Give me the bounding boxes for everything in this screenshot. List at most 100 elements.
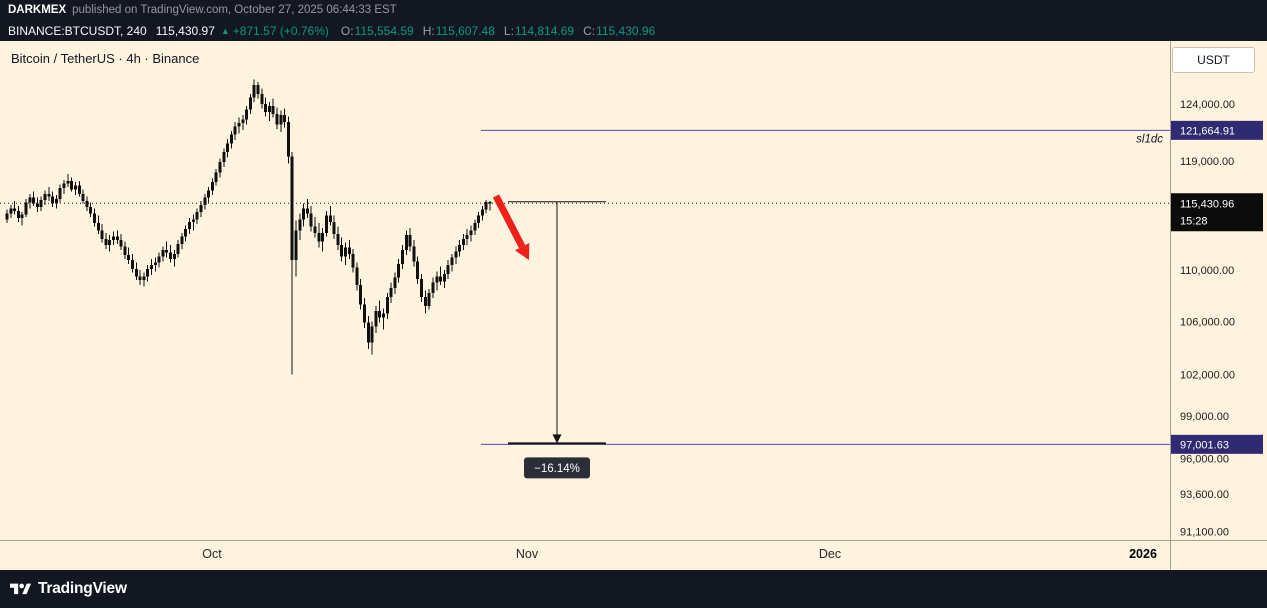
candle-body [81,194,85,202]
candle-body [423,296,427,306]
time-tick-label[interactable]: 2026 [1129,547,1157,561]
level-price-badge-label: 97,001.63 [1180,439,1229,451]
candle-body [401,250,405,264]
candle-body [134,268,138,277]
level-name-label: sl1dc [1136,133,1163,145]
candle-body [317,232,321,242]
measure-percent-label: −16.14% [534,463,580,475]
candle-body [378,310,382,318]
candle-body [92,213,96,223]
level-price-badge [1171,120,1263,140]
red-arrow-head-icon[interactable] [515,243,530,260]
publish-info: published on TradingView.com, October 27… [72,4,397,16]
price-tick-label: 102,000.00 [1180,370,1235,382]
candle-body [28,197,32,203]
high-label: H: [422,23,435,38]
candle-body [188,221,192,230]
candle-body [9,208,13,214]
open-value: 115,554.59 [354,23,414,38]
candle-body [35,203,39,208]
candle-body [89,207,93,214]
candle-body [96,222,100,231]
candle-body [431,282,435,293]
measure-percent-badge [524,457,590,479]
price-tick-label: 93,600.00 [1180,489,1229,501]
chart-canvas[interactable]: 124,000.00 119,000.00 110,000.00 106,000.00… [0,41,1267,570]
candle-body [480,209,484,216]
candle-body [264,104,268,112]
candle-body [332,221,336,234]
candle-body [172,253,176,259]
candle-body [222,151,226,163]
candle-body [157,256,161,263]
candle-body [286,122,290,157]
currency-usdt-button[interactable]: USDT [1172,47,1255,73]
candle-body [66,180,70,184]
price-tick-label: 119,000.00 [1180,156,1234,168]
candle-body [347,247,351,254]
price-change: +871.57 (+0.76%) [232,23,329,38]
close-value: 115,430.96 [596,23,656,38]
candle-body [119,240,123,247]
candle-body [13,208,17,211]
high-value: 115,607.48 [435,23,495,38]
candle-body [324,215,328,233]
candle-body [267,106,271,112]
chart-area: 124,000.00 119,000.00 110,000.00 106,000.00… [0,41,1267,570]
candle-body [412,246,416,262]
candle-body [214,172,218,183]
candle-body [248,97,252,110]
candle-body [427,292,431,306]
candle-body [408,235,412,247]
candle-body [302,208,306,220]
candle-body [51,196,55,204]
candle-body [309,213,313,227]
candle-body [351,253,355,268]
candle-body [184,229,188,237]
ohlc-low: L: 114,814.69 [504,24,574,38]
candles-layer [5,79,492,375]
candle-body [290,156,294,261]
candle-body [138,276,142,281]
tradingview-logo-icon[interactable] [10,581,31,598]
candle-body [32,197,36,204]
candle-body [70,180,74,190]
candle-body [454,251,458,258]
candle-body [484,201,488,210]
candle-body [115,236,119,241]
ohlc-open: O: 115,554.59 [341,24,414,38]
candle-body [393,277,397,288]
ohlc-close: C: 115,430.96 [583,24,655,38]
candle-body [169,252,173,259]
candle-body [47,194,51,197]
candle-body [252,85,256,98]
author-name: DARKMEX [8,4,67,16]
candle-body [195,212,199,220]
candle-body [279,115,283,125]
candle-body [298,219,302,231]
candle-body [416,261,420,279]
direction-up-icon: ▲ [220,25,230,36]
candle-body [176,243,180,254]
candle-body [305,208,309,214]
candle-body [5,213,9,220]
tradingview-brand[interactable]: TradingView [38,580,127,597]
candle-body [161,250,165,257]
candle-body [241,119,245,124]
time-tick-label[interactable]: Dec [819,547,841,561]
candle-body [199,204,203,213]
publish-bar: DARKMEX published on TradingView.com, Oc… [0,0,1267,20]
candle-body [153,262,157,266]
candle-body [465,235,469,239]
candle-body [442,273,446,282]
time-tick-label[interactable]: Nov [516,547,539,561]
candle-body [229,134,233,144]
candle-body [370,326,374,343]
candle-body [469,230,473,236]
candle-body [100,230,104,239]
candle-body [435,276,439,283]
red-arrow-shaft[interactable] [492,194,526,249]
low-label: L: [503,23,514,38]
time-tick-label[interactable]: Oct [202,547,222,561]
candle-body [245,109,249,120]
